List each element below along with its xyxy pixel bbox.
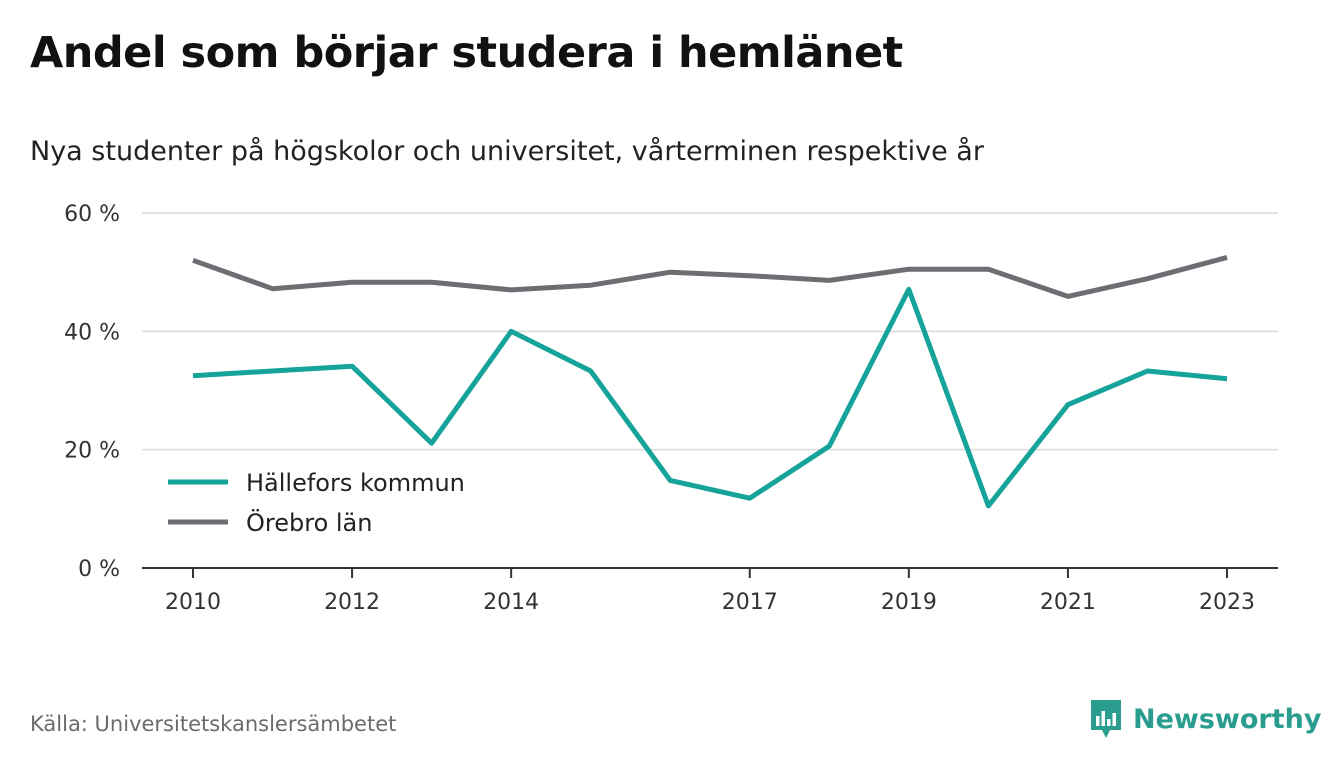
y-tick-label: 20 % [64,439,120,464]
y-tick-label: 60 % [64,202,120,227]
series-line-örebro-län [192,254,1228,299]
line-chart: 0 % 20 % 40 % 60 % 2010 2012 2014 2017 2019 2021 2… [64,202,1278,615]
legend-label: Hällefors kommun [246,469,465,497]
y-tick-label: 40 % [64,320,120,345]
source-note: Källa: Universitetskanslersämbetet [30,712,397,736]
y-tick-label: 0 % [78,557,120,582]
x-tick-label: 2014 [483,590,539,615]
x-tick-label: 2019 [881,590,937,615]
chart-subtitle: Nya studenter på högskolor och universit… [30,136,984,167]
newsworthy-logo-icon [1091,700,1121,738]
x-tick-label: 2017 [722,590,778,615]
x-tick-label: 2012 [324,590,380,615]
series-line-hällefors-kommun [192,286,1228,509]
x-tick-label: 2023 [1199,590,1255,615]
x-tick-label: 2021 [1040,590,1096,615]
chart-title: Andel som börjar studera i hemlänet [30,28,903,78]
x-tick-label: 2010 [165,590,221,615]
brand-name: Newsworthy [1133,703,1322,735]
legend-label: Örebro län [246,508,372,537]
brand-logo: Newsworthy [1089,698,1321,740]
